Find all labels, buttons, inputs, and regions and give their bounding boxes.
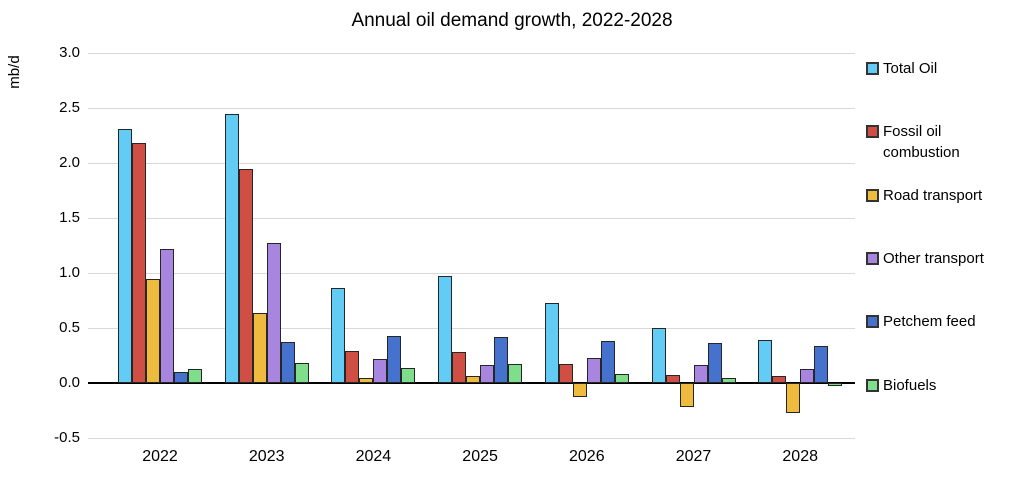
bar-biofuels-2026: [614, 374, 629, 383]
legend-marker-icon: [866, 252, 879, 265]
bar-other-transport-2023: [266, 243, 281, 383]
y-tick-label: 3.0: [59, 44, 80, 61]
x-tick-label-2023: 2023: [248, 448, 285, 465]
bar-biofuels-2023: [294, 363, 309, 383]
bar-biofuels-2025: [508, 364, 523, 383]
bar-road-transport-2026: [572, 383, 587, 398]
x-tick-label-2028: 2028: [782, 448, 818, 465]
plot-area: 2022 2023 2024 2025 2026 2027 2028: [88, 53, 855, 465]
legend-item-total-oil: Total Oil: [866, 58, 937, 79]
bar-fossil-oil-combustion-2025: [452, 352, 467, 383]
bar-fossil-oil-combustion-2026: [558, 364, 573, 383]
bar-total-oil-2026: [544, 302, 559, 383]
x-tick-label-2022: 2022: [142, 448, 178, 465]
bar-petchem-feed-2025: [494, 336, 509, 383]
bar-biofuels-2027: [721, 377, 736, 383]
bar-total-oil-2022: [118, 128, 132, 383]
gridline: [88, 273, 855, 274]
x-tick-label-2025: 2025: [462, 448, 498, 465]
y-axis-label: mb/d: [6, 55, 23, 89]
legend-label: Total Oil: [883, 60, 938, 77]
bar-road-transport-2023: [252, 312, 267, 383]
gridline: [88, 218, 855, 219]
bar-petchem-feed-2028: [814, 345, 829, 383]
bar-biofuels-2022: [188, 368, 202, 383]
bar-fossil-oil-combustion-2027: [665, 375, 680, 383]
gridline: [88, 438, 855, 439]
legend-marker-icon: [866, 62, 879, 75]
bar-biofuels-2028: [828, 383, 843, 387]
bar-petchem-feed-2026: [600, 341, 615, 383]
bar-road-transport-2024: [359, 377, 374, 383]
legend-item-petchem-feed: Petchem feed: [866, 311, 976, 332]
chart-title: Annual oil demand growth, 2022-2028: [351, 10, 673, 31]
bar-other-transport-2027: [693, 365, 708, 383]
bar-other-transport-2026: [586, 357, 601, 383]
bar-petchem-feed-2022: [174, 372, 188, 383]
y-tick-label: 1.0: [59, 264, 80, 281]
legend: Total Oil Fossil oil combustion Road trans…: [866, 0, 1024, 483]
bar-other-transport-2022: [160, 248, 174, 383]
legend-marker-icon: [866, 189, 879, 202]
y-tick-label: -0.5: [54, 429, 80, 446]
gridline: [88, 108, 855, 109]
y-tick-label: 2.0: [59, 154, 80, 171]
bar-road-transport-2027: [679, 383, 694, 408]
bar-other-transport-2025: [480, 365, 495, 383]
bar-other-transport-2024: [373, 358, 388, 383]
gridline: [88, 163, 855, 164]
gridline: [88, 53, 855, 54]
legend-marker-icon: [866, 125, 879, 138]
bar-petchem-feed-2023: [280, 342, 295, 383]
bar-fossil-oil-combustion-2022: [132, 143, 146, 383]
bar-biofuels-2024: [401, 367, 416, 383]
y-tick-label: 1.5: [59, 209, 80, 226]
legend-item-fossil-oil-combustion: Fossil oil combustion: [866, 121, 1005, 163]
bar-fossil-oil-combustion-2024: [345, 351, 360, 383]
x-tick-label-2024: 2024: [355, 448, 392, 465]
y-tick-label: 0.5: [59, 319, 80, 336]
bar-road-transport-2022: [146, 278, 160, 383]
legend-marker-icon: [866, 315, 879, 328]
y-tick-label: 2.5: [59, 99, 80, 116]
bar-road-transport-2028: [786, 383, 801, 413]
x-tick-label-2027: 2027: [675, 448, 712, 465]
y-tick-label: 0.0: [59, 374, 80, 391]
legend-label: Biofuels: [883, 377, 937, 394]
bar-total-oil-2025: [438, 276, 453, 383]
legend-item-road-transport: Road transport: [866, 185, 982, 206]
bar-total-oil-2027: [651, 328, 666, 383]
x-tick-label-2026: 2026: [569, 448, 605, 465]
legend-label: Fossil oil combustion: [883, 123, 960, 161]
bar-petchem-feed-2024: [387, 335, 402, 383]
bar-total-oil-2024: [331, 288, 346, 383]
legend-marker-icon: [866, 379, 879, 392]
bar-road-transport-2025: [466, 376, 481, 383]
bar-other-transport-2028: [800, 368, 815, 383]
legend-label: Petchem feed: [883, 313, 976, 330]
legend-item-other-transport: Other transport: [866, 248, 984, 269]
legend-label: Other transport: [883, 250, 984, 267]
legend-item-biofuels: Biofuels: [866, 375, 936, 396]
bar-fossil-oil-combustion-2028: [772, 376, 787, 383]
bar-fossil-oil-combustion-2023: [238, 168, 253, 383]
x-axis-line: [88, 382, 855, 384]
bar-petchem-feed-2027: [707, 343, 722, 383]
bar-total-oil-2023: [224, 113, 239, 383]
gridline: [88, 328, 855, 329]
legend-label: Road transport: [883, 187, 983, 204]
bar-total-oil-2028: [758, 340, 773, 383]
